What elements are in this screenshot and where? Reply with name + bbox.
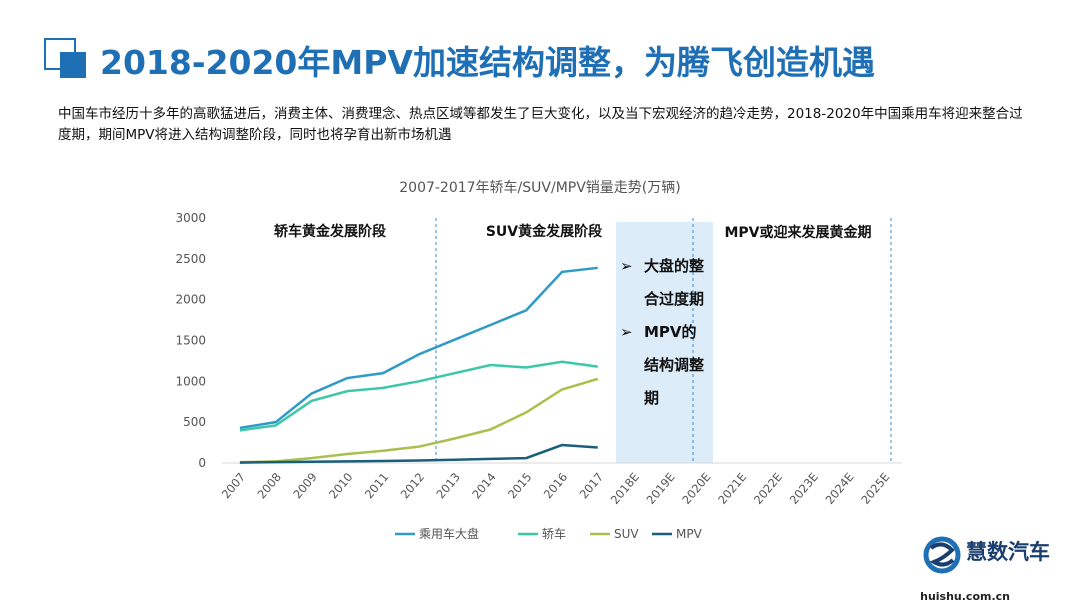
logo-url: huishu.com.cn	[920, 590, 1010, 603]
x-tick-label: 2025E	[858, 470, 892, 507]
y-tick-label: 2500	[175, 252, 206, 266]
x-tick-label: 2013	[433, 470, 463, 501]
phase-label: 轿车黄金发展阶段	[274, 223, 386, 240]
series-line	[239, 443, 598, 464]
callout-item: ➢ 大盘的整合过度期	[618, 250, 712, 316]
y-tick-label: 500	[183, 415, 206, 429]
y-tick-label: 0	[198, 456, 206, 470]
x-tick-label: 2017	[577, 470, 607, 501]
x-tick-label: 2022E	[751, 470, 785, 507]
x-tick-label: 2016	[541, 470, 571, 501]
x-tick-label: 2024E	[822, 470, 856, 507]
x-tick-label: 2020E	[679, 470, 713, 507]
legend-label: 轿车	[542, 526, 566, 541]
callout-band	[616, 222, 713, 463]
logo-name: 慧数汽车	[966, 540, 1050, 564]
x-tick-label: 2007	[219, 470, 249, 501]
x-tick-label: 2018E	[608, 470, 642, 507]
x-tick-label: 2014	[469, 470, 499, 501]
x-tick-label: 2010	[326, 470, 356, 501]
title-icon-fill	[60, 52, 86, 78]
legend-label: MPV	[676, 527, 703, 541]
chart-title: 2007-2017年轿车/SUV/MPV销量走势(万辆)	[399, 179, 680, 196]
slide-title: 2018-2020年MPV加速结构调整，为腾飞创造机遇	[100, 43, 875, 82]
callout-text: 大盘的整合过度期	[644, 257, 705, 308]
intro-text: 中国车市经历十多年的高歌猛进后，消费主体、消费理念、热点区域等都发生了巨大变化，…	[58, 106, 1023, 143]
x-tick-label: 2021E	[715, 470, 749, 507]
x-tick-label: 2019E	[643, 470, 677, 507]
x-tick-label: 2015	[505, 470, 535, 501]
y-tick-label: 1000	[175, 374, 206, 388]
y-tick-label: 3000	[175, 211, 206, 225]
phase-label: MPV或迎来发展黄金期	[702, 224, 894, 243]
callout: ➢ 大盘的整合过度期 ➢ MPV的结构调整期	[618, 250, 712, 415]
legend-label: 乘用车大盘	[419, 526, 479, 541]
x-tick-label: 2011	[362, 470, 392, 501]
series-line	[239, 360, 598, 432]
x-tick-label: 2009	[290, 470, 320, 501]
y-tick-label: 2000	[175, 293, 206, 307]
phase-label-text: MPV或迎来发展黄金期	[724, 225, 872, 241]
x-tick-label: 2012	[398, 470, 428, 501]
logo-icon	[923, 536, 961, 574]
series-line	[239, 377, 599, 464]
y-tick-label: 1500	[175, 334, 206, 348]
logo-icon	[929, 542, 955, 567]
callout-text: MPV的结构调整期	[644, 323, 705, 407]
x-tick-label: 2008	[254, 470, 284, 501]
callout-item: ➢ MPV的结构调整期	[618, 316, 712, 415]
legend-label: SUV	[614, 527, 639, 541]
series-line	[239, 266, 598, 430]
phase-label: SUV黄金发展阶段	[486, 223, 602, 240]
x-tick-label: 2023E	[787, 470, 821, 507]
